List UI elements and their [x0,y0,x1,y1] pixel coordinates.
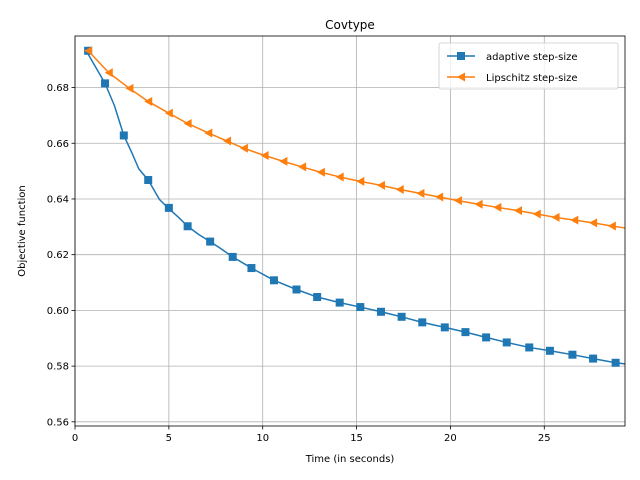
series-lipschitz [84,46,626,231]
data-point-adaptive [397,312,406,321]
series-layer [84,46,626,367]
data-point-adaptive [228,252,237,261]
plot-background [75,36,625,426]
legend-label-lipschitz: Lipschitz step-size [486,73,578,84]
grid [74,36,625,426]
y-tick-label: 0.62 [47,250,69,261]
data-point-adaptive [376,307,385,316]
data-point-lipschitz [104,68,113,78]
data-point-adaptive [356,303,365,312]
data-point-lipschitz [607,221,616,231]
data-point-lipschitz [416,188,425,198]
x-axis-label: Time (in seconds) [305,454,395,465]
y-tick-label: 0.60 [47,306,69,317]
data-point-adaptive [545,346,554,355]
data-point-lipschitz [279,156,288,166]
data-point-lipschitz [395,184,404,194]
data-point-adaptive [313,293,322,302]
legend-frame [438,42,619,90]
data-point-lipschitz [84,46,93,56]
y-tick-label: 0.66 [47,139,69,150]
data-point-lipschitz [589,218,598,228]
x-tick-label: 15 [350,433,363,444]
data-point-lipschitz [204,128,213,138]
y-axis-label: Objective function [17,185,28,276]
data-point-lipschitz [125,83,134,93]
data-point-adaptive [611,358,620,367]
y-tick-label: 0.64 [47,194,69,205]
data-point-adaptive [502,338,511,347]
legend-marker-adaptive [457,52,465,60]
data-point-adaptive [119,131,128,140]
x-tick-label: 25 [538,433,551,444]
legend-marker-lipschitz [457,72,465,82]
data-point-adaptive [183,222,192,231]
legend-entry-lipschitz: Lipschitz step-size [447,72,578,84]
data-point-lipschitz [474,199,483,209]
data-point-lipschitz [223,136,232,146]
legend-label-adaptive: adaptive step-size [486,52,578,63]
x-axis: 0 5 10 15 20 25 [72,426,551,444]
data-point-lipschitz [316,167,325,177]
data-point-lipschitz [183,118,192,128]
data-point-lipschitz [532,209,541,219]
data-point-lipschitz [551,212,560,222]
data-point-lipschitz [239,143,248,153]
data-point-adaptive [144,176,153,185]
data-point-adaptive [206,237,215,246]
data-point-lipschitz [493,202,502,212]
data-point-lipschitz [298,162,307,172]
legend: adaptive step-size Lipschitz step-size [438,42,619,90]
y-tick-label: 0.68 [47,83,69,94]
data-point-adaptive [461,328,470,337]
plot-area [74,35,626,427]
data-point-adaptive [101,79,110,88]
data-point-lipschitz [435,192,444,202]
data-point-adaptive [247,264,256,273]
x-tick-label: 0 [72,433,78,444]
legend-entry-adaptive: adaptive step-size [447,52,578,63]
y-tick-label: 0.58 [47,362,69,373]
data-point-adaptive [269,276,278,285]
chart-title: Covtype [325,18,375,32]
data-point-lipschitz [514,206,523,216]
data-point-lipschitz [376,180,385,190]
data-point-adaptive [440,323,449,332]
plot-frame [74,35,626,427]
data-point-adaptive [335,298,344,307]
data-point-lipschitz [453,196,462,206]
data-point-lipschitz [356,176,365,186]
x-tick-label: 5 [166,433,172,444]
data-point-lipschitz [164,108,173,118]
data-point-lipschitz [570,215,579,225]
data-point-lipschitz [144,96,153,106]
data-point-adaptive [292,285,301,294]
y-axis: 0.56 0.58 0.60 0.62 0.64 0.66 0.68 [47,83,75,428]
data-point-adaptive [589,354,598,363]
data-point-lipschitz [335,172,344,182]
series-adaptive [84,46,626,367]
data-point-adaptive [482,333,491,342]
data-point-adaptive [418,318,427,327]
data-point-adaptive [525,343,534,352]
x-tick-label: 10 [256,433,269,444]
y-tick-label: 0.56 [47,417,69,428]
x-tick-label: 20 [444,433,457,444]
data-point-lipschitz [260,151,269,161]
data-point-adaptive [568,350,577,359]
data-point-adaptive [164,203,173,212]
